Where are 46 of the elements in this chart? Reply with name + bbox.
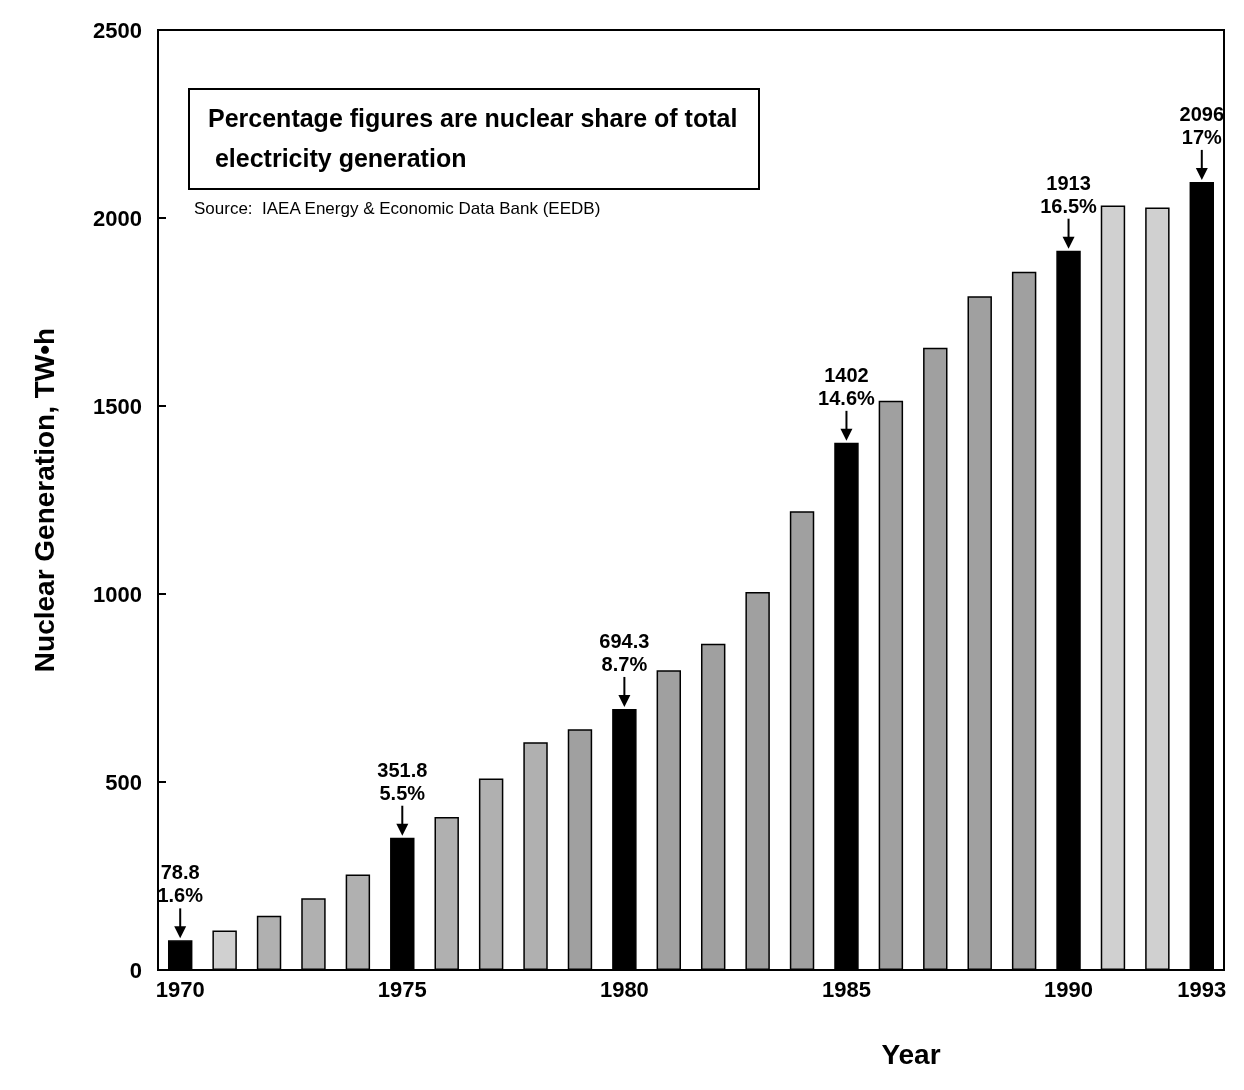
y-tick-label: 1000 <box>93 581 142 607</box>
bar <box>1100 205 1126 970</box>
y-tick-label: 0 <box>129 957 142 983</box>
bar <box>1145 207 1170 970</box>
data-label: 78.8 <box>160 861 200 884</box>
bar <box>923 347 948 970</box>
annotation: 17% <box>1181 125 1223 148</box>
bar <box>700 643 726 970</box>
annotation: 5.5% <box>379 781 426 804</box>
annotation: Percentage figures are nuclear share of total electricity generation <box>208 104 738 172</box>
annotation: 8.7% <box>601 652 648 675</box>
bar <box>656 670 682 970</box>
bar <box>567 729 593 970</box>
y-axis-title: Nuclear Generation, TW•h <box>28 327 60 673</box>
x-tick-label: 1975 <box>377 976 427 1002</box>
bar <box>434 816 459 970</box>
bar <box>256 915 282 970</box>
y-tick-label: 500 <box>105 769 142 795</box>
y-tick-label: 2000 <box>93 205 142 231</box>
data-label: 2096 <box>1179 102 1225 125</box>
data-label: 351.8 <box>377 758 428 781</box>
x-axis-title: Year <box>881 1038 941 1070</box>
x-tick-label: 1990 <box>1044 976 1094 1002</box>
x-tick-label: 1980 <box>599 976 649 1002</box>
x-tick-label: 1985 <box>821 976 871 1002</box>
bar <box>1011 271 1037 970</box>
bar <box>212 930 237 970</box>
x-tick-label: 1970 <box>155 976 205 1002</box>
bar <box>878 400 904 970</box>
data-label: 1913 <box>1046 171 1091 194</box>
bar <box>301 898 326 970</box>
bar <box>523 742 548 970</box>
y-tick-label: 2500 <box>93 17 142 43</box>
annotation: Source: IAEA Energy & Economic Data Bank (EEDB) <box>194 199 601 218</box>
y-tick-label: 1500 <box>93 393 142 419</box>
data-label: 694.3 <box>599 629 650 652</box>
bar <box>478 778 504 970</box>
data-label: 1402 <box>824 363 869 386</box>
annotation: 1.6% <box>157 884 204 907</box>
bar <box>345 874 371 970</box>
bar <box>745 592 770 970</box>
x-tick-label: 1993 <box>1177 976 1227 1002</box>
annotation: 16.5% <box>1040 194 1098 217</box>
bar <box>789 511 815 970</box>
bar <box>967 296 992 970</box>
annotation: 14.6% <box>818 386 876 409</box>
